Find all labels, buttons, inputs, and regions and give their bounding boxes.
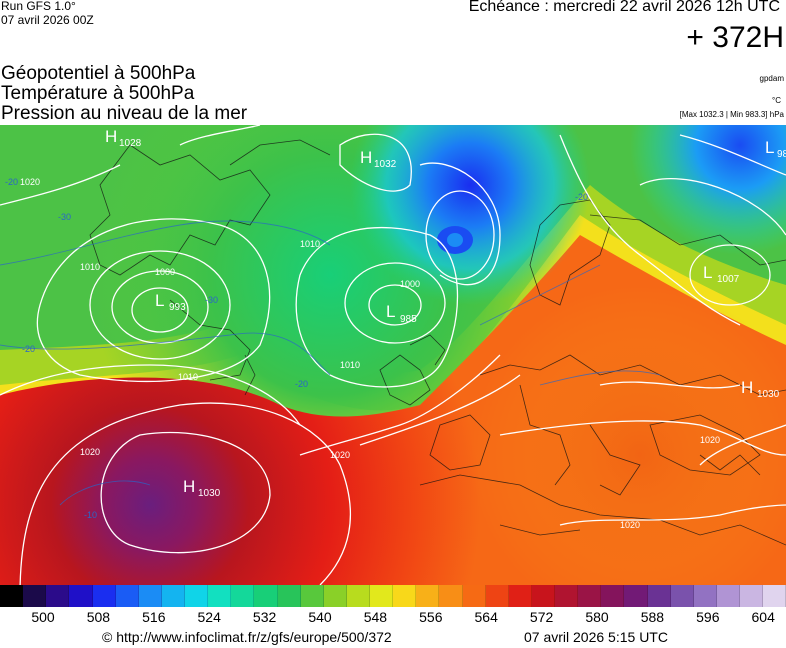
color-swatch xyxy=(716,585,740,607)
color-swatch xyxy=(23,585,47,607)
color-swatch xyxy=(416,585,440,607)
lead-time: + 372H xyxy=(686,21,784,54)
pressure-max-min: [Max 1032.3 | Min 983.3] hPa xyxy=(679,110,784,119)
pressure-center-letter: H xyxy=(741,378,753,397)
color-swatch xyxy=(693,585,717,607)
weather-map-svg: H 1028 H 1032 L 98 L 1007 L 993 L 985 H … xyxy=(0,125,786,585)
color-swatch xyxy=(670,585,694,607)
color-swatch xyxy=(763,585,786,607)
weather-map: H 1028 H 1032 L 98 L 1007 L 993 L 985 H … xyxy=(0,125,786,585)
isobar-label: 1010 xyxy=(300,239,320,249)
color-swatch xyxy=(485,585,509,607)
color-scale-tick: 572 xyxy=(529,609,554,625)
isobar-label: 1000 xyxy=(155,267,175,277)
isobar-label: 1010 xyxy=(80,262,100,272)
color-swatch xyxy=(300,585,324,607)
color-swatch xyxy=(231,585,255,607)
color-swatch xyxy=(508,585,532,607)
color-scale xyxy=(0,585,786,607)
isotherm-label: -30 xyxy=(58,212,71,222)
color-swatch xyxy=(346,585,370,607)
color-swatch xyxy=(115,585,139,607)
color-swatch xyxy=(740,585,764,607)
color-swatch xyxy=(46,585,70,607)
pressure-center-value: 1028 xyxy=(119,138,142,149)
isobar-label: 1020 xyxy=(330,450,350,460)
unit-temperature: °C xyxy=(772,96,781,105)
forecast-valid-time: Echéance : mercredi 22 avril 2026 12h UT… xyxy=(468,0,780,15)
color-swatch xyxy=(69,585,93,607)
pressure-center-letter: H xyxy=(105,127,117,146)
layer-title-geopotential: Géopotentiel à 500hPa xyxy=(1,63,196,84)
color-swatch xyxy=(0,585,24,607)
color-swatch xyxy=(462,585,486,607)
color-swatch xyxy=(578,585,602,607)
color-scale-tick: 588 xyxy=(640,609,665,625)
color-swatch xyxy=(92,585,116,607)
pressure-center-value: 98 xyxy=(777,149,786,160)
isotherm-label: -20 xyxy=(5,177,18,187)
color-swatch xyxy=(555,585,579,607)
color-swatch xyxy=(185,585,209,607)
isobar-label: 1020 xyxy=(80,447,100,457)
color-scale-tick: 580 xyxy=(585,609,609,625)
color-swatch xyxy=(277,585,301,607)
color-scale-tick: 508 xyxy=(86,609,111,625)
pressure-center-value: 1032 xyxy=(374,159,397,170)
pressure-center-value: 1030 xyxy=(198,488,221,499)
isobar-label: 1000 xyxy=(400,279,420,289)
color-swatch xyxy=(208,585,232,607)
color-swatch xyxy=(647,585,671,607)
color-scale-tick: 500 xyxy=(31,609,55,625)
isotherm-label: -10 xyxy=(84,510,97,520)
color-swatch xyxy=(601,585,625,607)
pressure-center-letter: H xyxy=(183,477,195,496)
color-swatch xyxy=(531,585,555,607)
color-swatch xyxy=(624,585,648,607)
isotherm-label: -30 xyxy=(205,295,218,305)
color-swatch xyxy=(254,585,278,607)
generated-time: 07 avril 2026 5:15 UTC xyxy=(524,629,668,645)
pressure-center-letter: L xyxy=(703,263,712,282)
isobar-label: 1020 xyxy=(700,435,720,445)
isotherm-label: -20 xyxy=(575,192,588,202)
pressure-center-letter: L xyxy=(155,291,164,310)
isobar-label: 1020 xyxy=(620,520,640,530)
color-swatch xyxy=(138,585,162,607)
color-scale-tick: 556 xyxy=(419,609,443,625)
color-swatch xyxy=(439,585,463,607)
isotherm-label: -20 xyxy=(22,344,35,354)
color-swatch xyxy=(393,585,417,607)
layer-title-pressure: Pression au niveau de la mer xyxy=(1,103,248,124)
run-date: 07 avril 2026 00Z xyxy=(1,13,94,27)
pressure-center-value: 1007 xyxy=(717,274,740,285)
pressure-center-value: 1030 xyxy=(757,389,780,400)
copyright-url: © http://www.infoclimat.fr/z/gfs/europe/… xyxy=(102,629,392,645)
color-scale-tick: 540 xyxy=(308,609,332,625)
isobar-label: 1010 xyxy=(178,372,198,382)
isotherm-label: -20 xyxy=(295,379,308,389)
pressure-center-value: 985 xyxy=(400,314,417,325)
color-swatch xyxy=(161,585,185,607)
pressure-center-letter: L xyxy=(386,302,395,321)
color-scale-tick: 604 xyxy=(751,609,775,625)
color-scale-tick: 548 xyxy=(363,609,388,625)
color-scale-tick: 532 xyxy=(252,609,277,625)
pressure-center-value: 993 xyxy=(169,302,186,313)
color-scale-ticks: 500 508 516 524 532 540 548 556 564 572 580 588 596 6… xyxy=(0,609,786,627)
color-scale-tick: 516 xyxy=(142,609,166,625)
layer-title-temperature: Température à 500hPa xyxy=(1,83,195,104)
unit-geopotential: gpdam xyxy=(759,74,784,83)
color-swatch xyxy=(370,585,394,607)
isobar-label: 1010 xyxy=(340,360,360,370)
color-scale-tick: 564 xyxy=(474,609,498,625)
pressure-center-letter: H xyxy=(360,148,372,167)
color-scale-tick: 524 xyxy=(197,609,221,625)
run-label: Run GFS 1.0° xyxy=(1,0,76,13)
isobar-label: 1020 xyxy=(20,177,40,187)
color-scale-tick: 596 xyxy=(696,609,720,625)
color-swatch xyxy=(323,585,347,607)
pressure-center-letter: L xyxy=(765,138,774,157)
